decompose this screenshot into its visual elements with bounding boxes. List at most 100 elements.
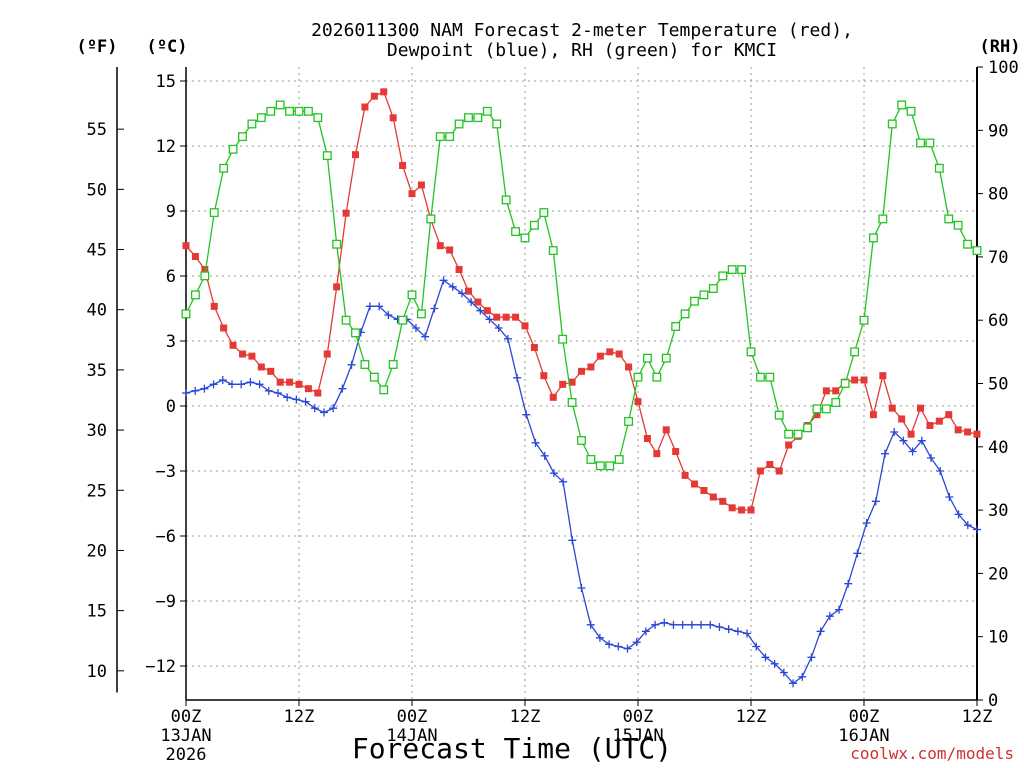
rh-point — [868, 233, 878, 243]
temperature-point — [446, 246, 454, 254]
rh-tick-label: 70 — [988, 248, 1008, 268]
temperature-point — [549, 393, 557, 401]
dewpoint-point — [467, 298, 476, 306]
dewpoint-point — [917, 436, 926, 445]
celsius-axis: 15 12 9 6 3 0 −3 −6 −9 −12 — [145, 72, 186, 677]
rh-tick-label: 10 — [988, 628, 1008, 648]
dewpoint-point — [531, 438, 540, 447]
rh-point — [341, 315, 351, 325]
rh-point — [614, 455, 624, 464]
rh-point — [727, 265, 737, 275]
rh-point — [407, 290, 417, 300]
temperature-point — [935, 417, 943, 425]
temperature-point — [568, 378, 576, 386]
dewpoint-point — [457, 289, 466, 298]
dewpoint-point — [678, 620, 687, 629]
rh-point — [247, 119, 257, 129]
dewpoint-point — [890, 428, 899, 436]
fahrenheit-tick-label: 10 — [87, 662, 107, 682]
x-axis-label: Forecast Time (UTC) — [352, 732, 672, 765]
celsius-tick-label: 15 — [156, 72, 176, 92]
rh-point — [360, 360, 370, 369]
rh-point — [181, 309, 191, 319]
dewpoint-point — [255, 380, 264, 389]
dewpoint-point — [329, 404, 338, 413]
temperature-point — [521, 322, 529, 330]
temperature-point — [700, 487, 708, 494]
temperature-point — [785, 441, 793, 449]
rh-point — [379, 385, 389, 395]
rh-point — [529, 220, 539, 230]
rh-point — [850, 347, 860, 357]
dewpoint-point — [559, 477, 568, 486]
dewpoint-point — [283, 393, 292, 402]
temperature-point — [879, 372, 887, 380]
temperature-point — [907, 430, 915, 438]
rh-point — [916, 138, 925, 148]
celsius-tick-label: −9 — [156, 592, 176, 612]
fahrenheit-tick-label: 25 — [87, 481, 107, 501]
temperature-point — [304, 385, 312, 393]
dewpoint-point — [715, 623, 724, 631]
rh-tick-label: 0 — [988, 691, 998, 711]
temperature-point — [728, 504, 736, 512]
dewpoint-point — [945, 493, 954, 501]
dewpoint-point — [347, 360, 356, 369]
temperature-point — [540, 372, 548, 380]
dewpoint-point — [384, 311, 393, 319]
chart-series — [181, 88, 982, 688]
time-tick-label: 12Z — [736, 707, 767, 727]
temperature-point — [625, 363, 633, 371]
time-tick-date: 16JAN — [838, 726, 889, 746]
dewpoint-point — [448, 282, 457, 291]
dewpoint-point — [936, 467, 945, 475]
temperature-point — [455, 266, 463, 273]
rh-tick-label: 60 — [988, 311, 1008, 331]
rh-tick-label: 100 — [988, 58, 1019, 78]
rh-point — [294, 106, 304, 116]
fahrenheit-tick-label: 55 — [87, 120, 107, 140]
dewpoint-point — [485, 315, 494, 324]
temperature-point — [691, 480, 698, 488]
rh-point — [322, 151, 332, 161]
rh-point — [652, 372, 662, 382]
rh-point — [492, 119, 502, 129]
rh-point — [416, 309, 426, 319]
rh-point — [238, 132, 247, 142]
dewpoint-point — [577, 584, 586, 592]
dewpoint-point — [476, 306, 485, 315]
dewpoint-point — [632, 638, 641, 647]
dewpoint-point — [733, 627, 742, 636]
temperature-point — [578, 367, 585, 375]
rh-tick-label: 20 — [988, 564, 1008, 584]
rh-unit-label: (RH) — [980, 37, 1021, 57]
time-tick-year: 2026 — [166, 745, 207, 765]
temperature-point — [295, 380, 303, 388]
dewpoint-point — [264, 386, 273, 395]
temperature-point — [681, 471, 689, 479]
celsius-tick-label: −3 — [156, 462, 176, 482]
dewpoint-point — [540, 451, 549, 460]
dewpoint-point — [807, 653, 816, 662]
temperature-point — [465, 287, 472, 295]
temperature-point — [964, 428, 972, 436]
temperature-point — [747, 506, 755, 514]
temperature-point — [370, 92, 378, 100]
dewpoint-point — [301, 397, 310, 406]
dewpoint-point — [743, 629, 752, 638]
dewpoint-point — [881, 449, 890, 458]
dewpoint-point — [927, 454, 936, 462]
rh-point — [803, 423, 812, 433]
rh-point — [445, 132, 455, 142]
temperature-point — [267, 367, 275, 375]
dewpoint-point — [375, 302, 384, 311]
temperature-point — [201, 266, 209, 273]
celsius-tick-label: 0 — [166, 397, 176, 417]
rh-tick-label: 30 — [988, 501, 1008, 521]
chart-title-line1: 2026011300 NAM Forecast 2-meter Temperat… — [311, 20, 853, 41]
dewpoint-point — [641, 627, 650, 636]
time-tick-date: 13JAN — [160, 726, 211, 746]
chart-title-line2: Dewpoint (blue), RH (green) for KMCI — [387, 40, 777, 61]
dewpoint-point — [973, 525, 981, 534]
dewpoint-point — [871, 497, 880, 506]
